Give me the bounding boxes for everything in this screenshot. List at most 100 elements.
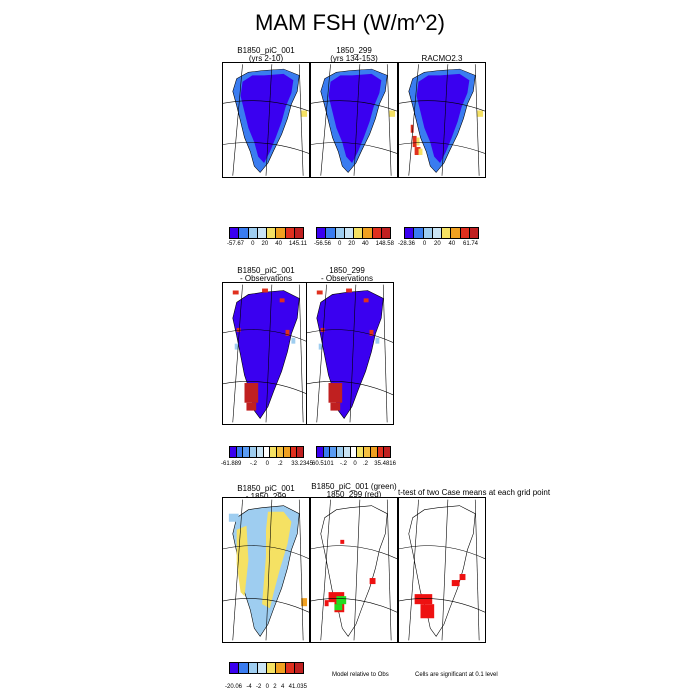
map-svg — [223, 284, 309, 423]
parallel-line — [399, 545, 485, 560]
map-panel — [306, 282, 394, 425]
significant-cell-red — [414, 594, 433, 605]
colorbar-swatch — [257, 663, 267, 673]
colorbar-swatch — [330, 447, 338, 457]
small-bias-cell — [375, 337, 380, 344]
meridian-line — [349, 284, 357, 423]
parallel-line — [311, 598, 397, 613]
meridian-line — [265, 64, 273, 176]
positive-bias-cell — [346, 288, 352, 293]
greenland-group — [232, 68, 308, 173]
map-panel — [398, 497, 486, 643]
meridian-line — [353, 499, 361, 641]
colorbar-swatch — [317, 228, 327, 238]
colorbar-swatch — [239, 228, 249, 238]
parallel-line — [311, 100, 397, 112]
colorbar-swatch — [230, 663, 240, 673]
colorbar-ticks: -28.36 0 20 40 61.74 — [398, 241, 478, 247]
meridian-line — [382, 284, 388, 423]
coast-cell — [301, 110, 308, 117]
meridian-line — [441, 499, 449, 641]
greenland-group — [316, 288, 384, 419]
colorbar-swatch — [290, 447, 298, 457]
significant-cell-green — [336, 596, 347, 605]
map-svg — [223, 499, 309, 641]
parallel-line — [311, 545, 397, 560]
meridian-line — [232, 499, 243, 641]
colorbar-swatch — [276, 228, 286, 238]
colorbar-swatch — [267, 663, 277, 673]
meridian-line — [265, 499, 273, 641]
colorbar-swatch — [335, 228, 345, 238]
colorbar-swatch — [451, 228, 461, 238]
greenland-land — [232, 290, 300, 419]
greenland-group — [320, 68, 396, 173]
meridian-line — [320, 499, 331, 641]
parallel-line — [223, 381, 309, 396]
parallel-line — [311, 142, 397, 154]
colorbar-swatch — [354, 228, 364, 238]
colorbar-swatch — [317, 447, 324, 457]
colorbar-swatch — [343, 447, 351, 457]
parallel-line — [223, 329, 309, 343]
colorbar-swatch — [344, 228, 354, 238]
small-bias-cell — [291, 337, 296, 344]
significant-cell-red — [459, 574, 466, 581]
colorbar-swatch — [469, 228, 478, 238]
parallel-line — [223, 100, 309, 112]
colorbar-ticks: -20.06 -4 -2 0 2 4 41.035 — [225, 684, 307, 690]
colorbar-swatch — [236, 447, 244, 457]
significant-cell-red — [451, 580, 460, 587]
colorbar-swatch — [285, 228, 295, 238]
positive-bias-cell — [262, 288, 268, 293]
negative-difference-cell — [228, 513, 239, 522]
positive-bias-cell — [320, 327, 325, 332]
meridian-line — [386, 499, 392, 641]
map-panel — [398, 62, 486, 178]
colorbar-swatch — [270, 447, 278, 457]
positive-bias-cell — [316, 290, 323, 295]
colorbar-swatch — [239, 663, 249, 673]
map-panel — [310, 62, 398, 178]
colorbar — [316, 227, 391, 239]
panel-title: 1850_299 (yrs 134-153) — [330, 46, 378, 63]
colorbar-swatch — [294, 228, 303, 238]
positive-bias-cell — [285, 329, 290, 336]
panel-title: t-test of two Case means at each grid po… — [398, 488, 551, 497]
significant-cell-red — [340, 539, 345, 544]
colorbar-swatch — [283, 447, 291, 457]
page-title: MAM FSH (W/m^2) — [255, 10, 445, 35]
parallel-line — [223, 545, 309, 560]
colorbar-swatch — [323, 447, 331, 457]
positive-flux-cell — [414, 147, 421, 156]
ice-sheet-region — [416, 73, 470, 163]
significant-cell-red — [420, 604, 435, 619]
colorbar-swatch — [230, 228, 240, 238]
note-model-relative: Model relative to Obs — [332, 672, 389, 678]
small-bias-cell — [318, 343, 323, 350]
positive-bias-cell — [328, 383, 343, 403]
meridian-line — [298, 284, 304, 423]
greenland-group — [320, 505, 388, 637]
greenland-group — [408, 68, 484, 173]
meridian-line — [474, 64, 480, 176]
colorbar-swatch — [294, 663, 303, 673]
meridian-line — [298, 64, 304, 176]
colorbar — [404, 227, 479, 239]
colorbar-ticks: -61.889 -.2 0 .2 33.2345 — [221, 461, 313, 467]
greenland-land — [320, 505, 388, 637]
positive-bias-cell — [330, 402, 341, 411]
colorbar-swatch — [414, 228, 424, 238]
map-svg — [311, 64, 397, 176]
coast-cell — [389, 110, 396, 117]
map-svg — [399, 64, 485, 176]
colorbar-swatch — [363, 228, 373, 238]
meridian-line — [408, 64, 419, 176]
greenland-land — [408, 505, 476, 637]
panel-title: 1850_299 - Observations — [320, 266, 374, 283]
significant-cell-green — [334, 604, 343, 611]
colorbar-swatch — [370, 447, 378, 457]
colorbar-swatch — [432, 228, 442, 238]
meridian-line — [316, 284, 327, 423]
colorbar-swatch — [248, 663, 258, 673]
